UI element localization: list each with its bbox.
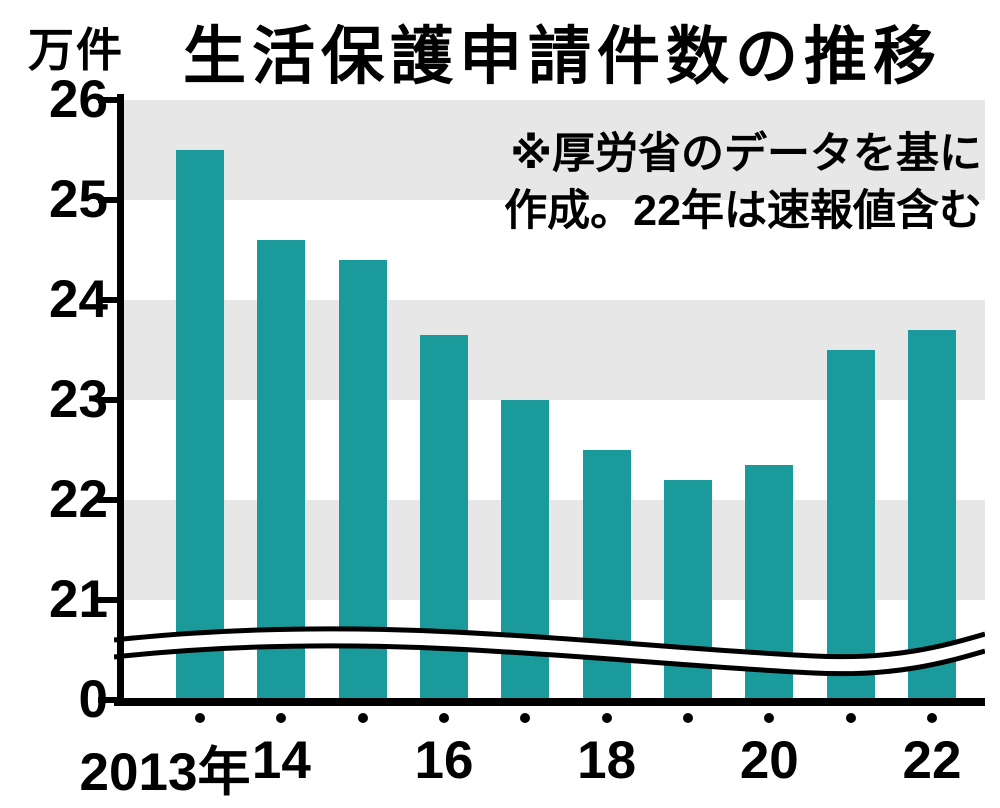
x-tick-dot bbox=[682, 713, 693, 723]
y-tick-mark bbox=[98, 397, 118, 403]
x-tick-dot bbox=[601, 713, 612, 723]
bar-2022 bbox=[907, 330, 956, 699]
source-note-line2: 作成。22年は速報値含む bbox=[504, 187, 982, 236]
y-tick-label: 22 bbox=[49, 470, 108, 529]
y-tick-mark bbox=[98, 697, 118, 703]
y-axis-line bbox=[117, 94, 124, 706]
y-tick-label: 25 bbox=[49, 170, 108, 229]
axis-break-wave bbox=[114, 626, 985, 677]
x-tick-dot bbox=[357, 713, 368, 723]
x-tick-label: 2013年 bbox=[79, 743, 251, 802]
y-tick-label: 21 bbox=[49, 570, 108, 629]
x-tick-label: 18 bbox=[577, 731, 637, 790]
bar-2015 bbox=[338, 260, 387, 699]
x-tick-dot bbox=[438, 713, 449, 723]
y-tick-label: 24 bbox=[49, 270, 108, 329]
y-tick-mark bbox=[98, 97, 118, 103]
x-tick-dot bbox=[845, 713, 856, 723]
source-note-line1: ※厚労省のデータを基に bbox=[510, 130, 982, 178]
x-tick-label: 16 bbox=[414, 731, 474, 790]
chart-title: 生活保護申請件数の推移 bbox=[183, 22, 942, 92]
source-note: ※厚労省のデータを基に 作成。22年は速報値含む bbox=[504, 126, 982, 240]
y-tick-mark bbox=[98, 197, 118, 203]
axis-break-bottom-line bbox=[114, 643, 985, 677]
x-axis-line bbox=[114, 698, 985, 706]
x-tick-dot bbox=[926, 713, 937, 723]
y-tick-label: 23 bbox=[49, 370, 108, 429]
y-tick-label: 0 bbox=[78, 670, 108, 729]
x-tick-label: 20 bbox=[739, 731, 799, 790]
y-tick-label: 26 bbox=[49, 70, 108, 129]
x-tick-label: 22 bbox=[902, 731, 962, 790]
bar-2013 bbox=[176, 150, 224, 699]
axis-break-band bbox=[114, 628, 985, 674]
axis-break-top-line bbox=[114, 626, 985, 660]
x-tick-dot bbox=[195, 713, 205, 723]
y-tick-mark bbox=[98, 597, 118, 603]
bar-2021 bbox=[826, 350, 875, 699]
y-axis-unit-label: 万件 bbox=[28, 24, 124, 76]
bar-2014 bbox=[257, 240, 306, 699]
x-tick-label: 14 bbox=[251, 731, 311, 790]
y-tick-mark bbox=[98, 497, 118, 503]
x-tick-dot bbox=[520, 713, 531, 723]
y-tick-mark bbox=[98, 297, 118, 303]
x-tick-dot bbox=[764, 713, 775, 723]
x-tick-dot bbox=[276, 713, 287, 723]
background-band bbox=[123, 100, 985, 200]
